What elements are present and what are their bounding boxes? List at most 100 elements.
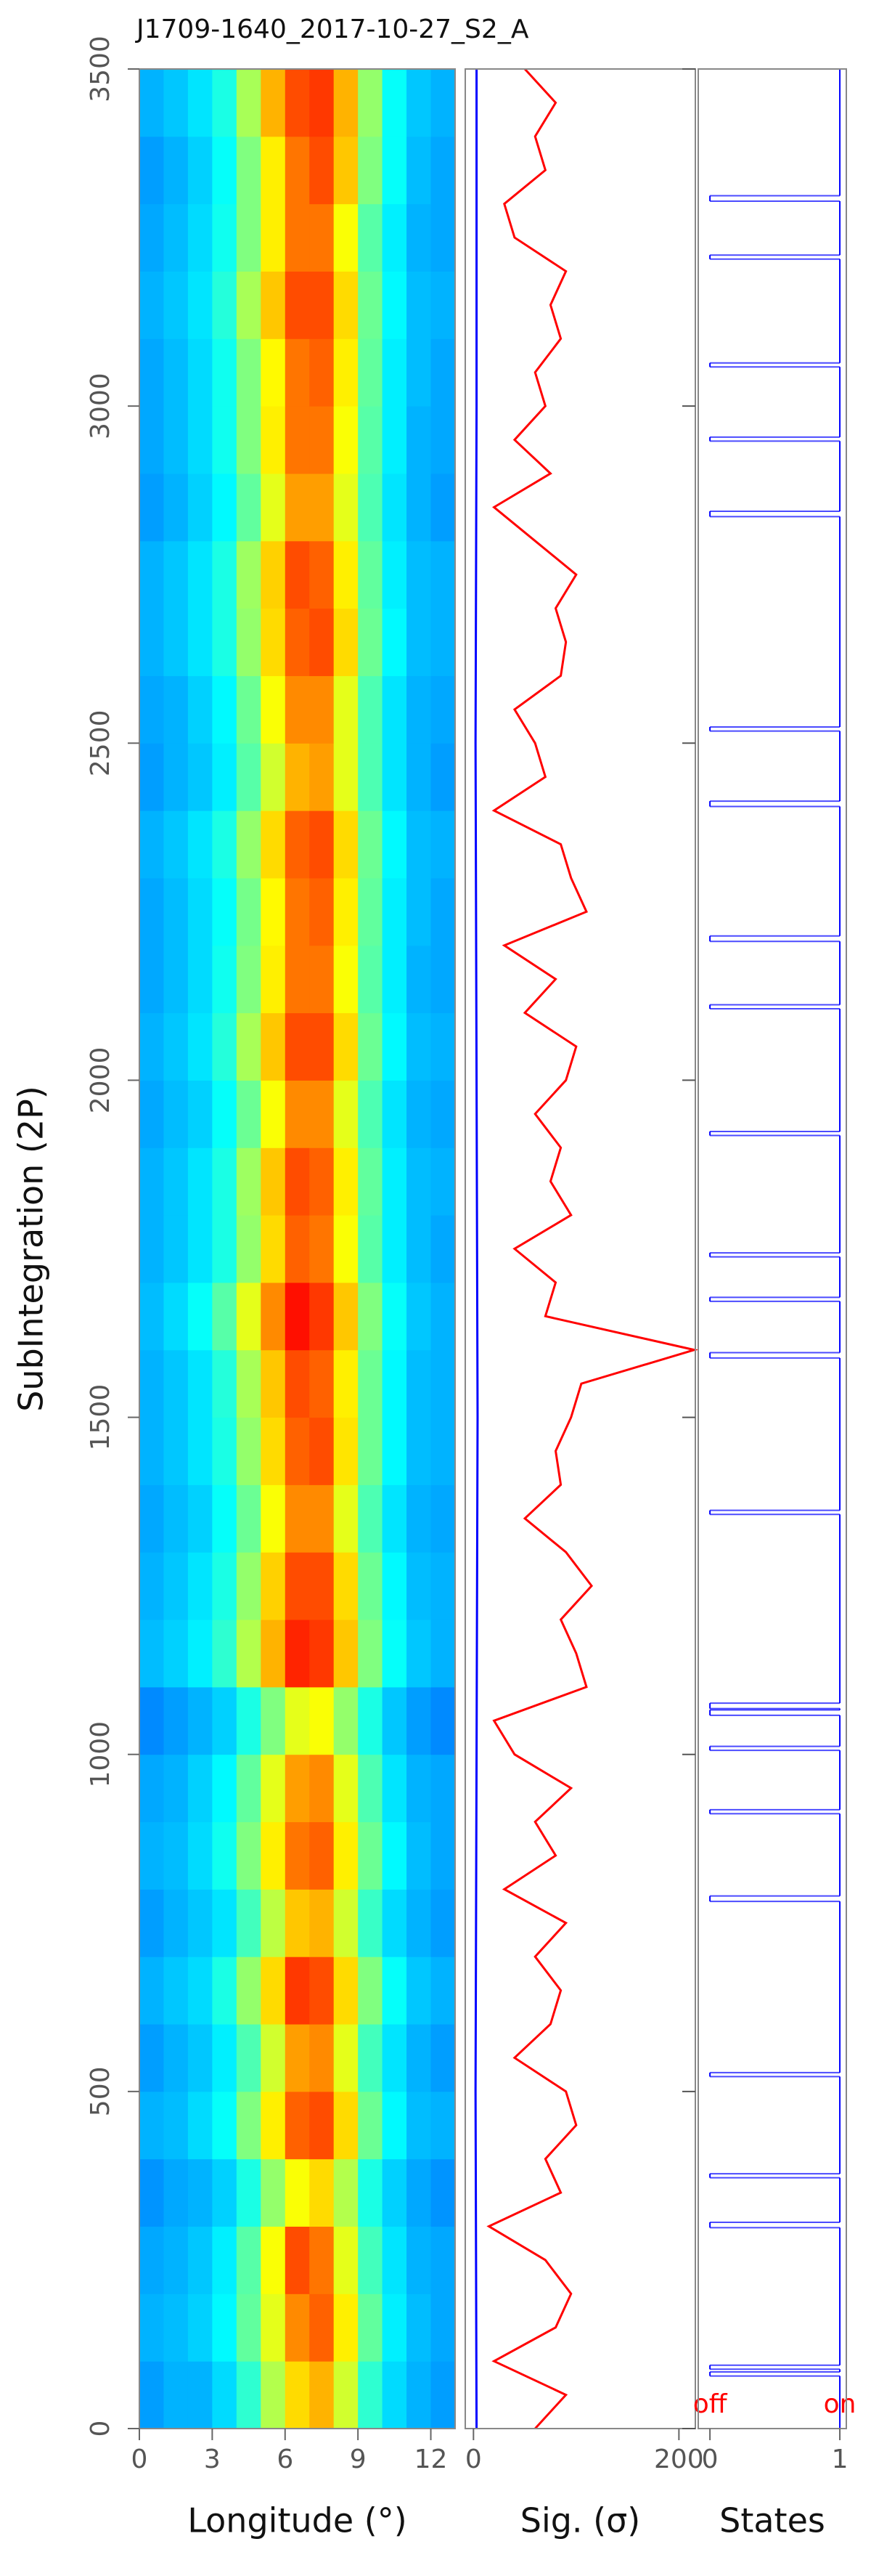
heatmap-cell	[309, 810, 335, 879]
heatmap-cell	[333, 1417, 359, 1485]
heatmap-cell	[430, 473, 456, 542]
heatmap-cell	[382, 2091, 407, 2160]
heatmap-cell	[236, 1620, 261, 1688]
heatmap-cell	[333, 473, 359, 542]
heatmap-cell	[406, 1552, 432, 1620]
heatmap-cell	[430, 2361, 456, 2429]
heatmap-cell	[163, 1686, 189, 1755]
heatmap-cell	[358, 2024, 383, 2092]
heatmap-cell	[163, 2226, 189, 2294]
heatmap-cell	[139, 608, 164, 676]
heatmap-cell	[139, 2226, 164, 2294]
heatmap-cell	[163, 1484, 189, 1553]
heatmap-cell	[358, 2361, 383, 2429]
heatmap-cell	[285, 1147, 310, 1216]
heatmap-cell	[382, 675, 407, 744]
heatmap-cell	[430, 945, 456, 1014]
heatmap-cell	[139, 136, 164, 205]
heatmap-cell	[285, 1821, 310, 1890]
heatmap-cell	[358, 675, 383, 744]
heatmap-cell	[333, 1484, 359, 1553]
heatmap-cell	[261, 810, 286, 879]
heatmap-cell	[236, 945, 261, 1014]
heatmap-cell	[236, 1754, 261, 1823]
y-axis-label: SubIntegration (2P)	[12, 1086, 51, 1412]
heatmap-cell	[406, 1686, 432, 1755]
heatmap-cell	[358, 540, 383, 609]
heatmap-cell	[333, 675, 359, 744]
heatmap-cell	[406, 1754, 432, 1823]
heatmap-cell	[382, 1754, 407, 1823]
heatmap-cell	[163, 473, 189, 542]
heatmap-cell	[285, 2091, 310, 2160]
heatmap-cell	[163, 1080, 189, 1148]
heatmap-cell	[187, 2158, 213, 2227]
heatmap-cell	[309, 2158, 335, 2227]
heatmap-cell	[382, 1957, 407, 2025]
heatmap-cell	[187, 1821, 213, 1890]
heatmap-cell	[236, 2293, 261, 2362]
heatmap-cell	[139, 743, 164, 811]
heatmap-cell	[358, 473, 383, 542]
heatmap-cell	[261, 1215, 286, 1283]
heatmap-cell	[236, 1484, 261, 1553]
heatmap-cell	[261, 406, 286, 474]
heatmap-cell	[285, 1957, 310, 2025]
heatmap-cell	[285, 1754, 310, 1823]
heatmap-cell	[333, 540, 359, 609]
heatmap-cell	[285, 1889, 310, 1957]
heatmap-cell	[382, 810, 407, 879]
heatmap-cell	[285, 2158, 310, 2227]
heatmap-cell	[139, 1349, 164, 1418]
heatmap-cell	[187, 338, 213, 407]
heatmap-cell	[163, 1957, 189, 2025]
heatmap-cell	[430, 2226, 456, 2294]
heatmap-cell	[236, 1282, 261, 1351]
heatmap-cell	[139, 2024, 164, 2092]
heatmap-cell	[382, 338, 407, 407]
y-tick-label: 1000	[86, 1721, 115, 1788]
heatmap-cell	[382, 2158, 407, 2227]
heatmap-cell	[212, 608, 237, 676]
heatmap-cell	[187, 136, 213, 205]
heatmap-cell	[163, 1349, 189, 1418]
heatmap-cell	[358, 945, 383, 1014]
heatmap-cell	[333, 338, 359, 407]
x-tick-label: 6	[277, 2445, 293, 2474]
panel-frame	[698, 68, 847, 2429]
heatmap-cell	[212, 203, 237, 272]
heatmap-cell	[285, 406, 310, 474]
heatmap-cell	[261, 2361, 286, 2429]
heatmap-cell	[187, 1349, 213, 1418]
heatmap-cell	[430, 136, 456, 205]
heatmap-cell	[430, 203, 456, 272]
heatmap-cell	[382, 1282, 407, 1351]
heatmap-cell	[236, 1417, 261, 1485]
heatmap-cell	[358, 1080, 383, 1148]
heatmap-cell	[309, 1147, 335, 1216]
heatmap-cell	[333, 2158, 359, 2227]
heatmap-cell	[212, 1484, 237, 1553]
heatmap-cell	[163, 1889, 189, 1957]
heatmap-cell	[285, 203, 310, 272]
heatmap-cell	[333, 1686, 359, 1755]
heatmap-cell	[285, 1552, 310, 1620]
heatmap-cell	[333, 1215, 359, 1283]
heatmap-cell	[139, 69, 164, 137]
heatmap-cell	[212, 1080, 237, 1148]
heatmap-cell	[236, 1821, 261, 1890]
heatmap-cell	[187, 675, 213, 744]
heatmap-cell	[358, 1889, 383, 1957]
heatmap-cell	[382, 1215, 407, 1283]
heatmap-cell	[187, 1552, 213, 1620]
heatmap-cell	[333, 2293, 359, 2362]
heatmap-cell	[333, 1147, 359, 1216]
heatmap-cell	[261, 338, 286, 407]
heatmap-cell	[187, 1215, 213, 1283]
heatmap-cell	[139, 406, 164, 474]
heatmap-cell	[309, 1080, 335, 1148]
heatmap-cell	[139, 473, 164, 542]
heatmap-cell	[236, 136, 261, 205]
heatmap-cell	[139, 1552, 164, 1620]
heatmap-cell	[236, 338, 261, 407]
